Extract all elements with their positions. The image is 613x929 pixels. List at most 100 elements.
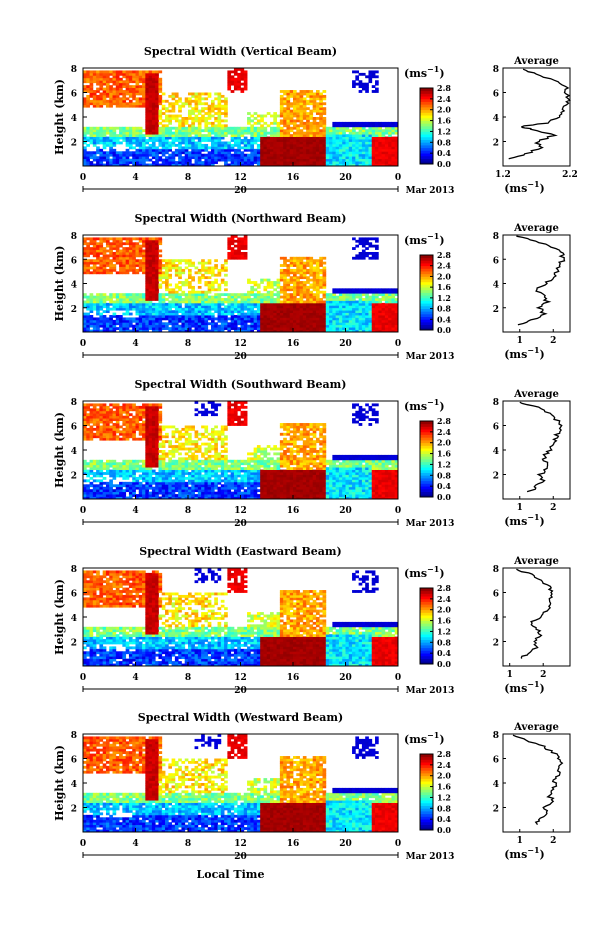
heatmap-cell xyxy=(158,312,163,316)
heatmap-cell xyxy=(375,324,379,328)
heatmap-cell xyxy=(381,305,386,309)
heatmap-cell xyxy=(109,102,113,106)
heatmap-cell xyxy=(325,312,330,316)
heatmap-cell xyxy=(168,302,172,306)
heatmap-cell xyxy=(89,237,94,241)
heatmap-cell xyxy=(83,146,87,150)
heatmap-cell xyxy=(306,146,310,150)
heatmap-cell xyxy=(371,151,376,155)
heatmap-cell xyxy=(138,72,143,76)
heatmap-cell xyxy=(368,129,373,133)
heatmap-cell xyxy=(309,143,314,147)
heatmap-cell xyxy=(289,327,294,330)
heatmap-cell xyxy=(309,124,314,128)
heatmap-cell xyxy=(263,307,268,311)
heatmap-cell xyxy=(273,319,277,323)
heatmap-cell xyxy=(151,136,156,140)
heatmap-cell xyxy=(283,143,287,147)
heatmap-cell xyxy=(250,324,255,328)
heatmap-cell xyxy=(86,271,90,275)
heatmap-cell xyxy=(99,97,104,101)
heatmap-cell xyxy=(138,148,143,152)
heatmap-cell xyxy=(348,153,353,157)
heatmap-cell xyxy=(83,134,87,137)
heatmap-cell xyxy=(122,72,127,76)
heatmap-cell xyxy=(178,317,182,321)
heatmap-cell xyxy=(148,97,153,101)
heatmap-cell xyxy=(168,300,172,304)
heatmap-cell xyxy=(302,131,307,135)
heatmap-cell xyxy=(279,126,284,130)
heatmap-cell xyxy=(105,126,110,130)
heatmap-cell xyxy=(276,126,281,130)
heatmap-cell xyxy=(299,124,304,128)
heatmap-cell xyxy=(306,121,310,125)
heatmap-cell xyxy=(342,324,346,328)
heatmap-cell xyxy=(266,283,271,287)
heatmap-cell xyxy=(207,276,212,280)
heatmap-cell xyxy=(112,484,117,488)
heatmap-cell xyxy=(315,317,320,321)
heatmap-cell xyxy=(293,104,297,108)
heatmap-cell xyxy=(394,153,399,157)
heatmap-cell xyxy=(86,80,90,84)
heatmap-cell xyxy=(371,121,376,125)
heatmap-cell xyxy=(109,403,113,407)
heatmap-cell xyxy=(361,148,366,152)
heatmap-cell xyxy=(201,312,205,316)
heatmap-cell xyxy=(306,161,310,164)
heatmap-cell xyxy=(105,77,110,81)
heatmap-cell xyxy=(99,242,104,246)
heatmap-cell xyxy=(345,329,350,333)
heatmap-cell xyxy=(335,146,340,150)
heatmap-cell xyxy=(388,121,392,125)
heatmap-cell xyxy=(375,163,379,167)
colorbar-tick-label: 0.0 xyxy=(437,159,451,169)
heatmap-cell xyxy=(358,298,363,301)
heatmap-cell xyxy=(148,276,153,280)
heatmap-cell xyxy=(128,329,133,333)
heatmap-cell xyxy=(128,242,133,246)
heatmap-cell xyxy=(355,143,360,147)
heatmap-cell xyxy=(86,486,90,490)
heatmap-cell xyxy=(99,295,104,299)
heatmap-cell xyxy=(342,124,346,128)
heatmap-cell xyxy=(352,124,356,128)
heatmap-cell xyxy=(309,97,314,101)
heatmap-cell xyxy=(240,153,245,157)
heatmap-cell xyxy=(86,494,90,497)
heatmap-cell xyxy=(371,163,376,167)
heatmap-cell xyxy=(112,151,117,155)
heatmap-cell xyxy=(112,327,117,330)
heatmap-cell xyxy=(109,249,113,253)
heatmap-cell xyxy=(151,87,156,91)
heatmap-cell xyxy=(184,305,189,309)
heatmap-cell xyxy=(391,310,396,313)
heatmap-cell xyxy=(115,259,120,263)
heatmap-cell xyxy=(181,315,186,318)
heatmap-cell xyxy=(270,148,274,152)
heatmap-cell xyxy=(174,259,179,263)
heatmap-cell xyxy=(312,312,317,316)
heatmap-cell xyxy=(174,322,179,326)
heatmap-cell xyxy=(210,148,215,152)
heatmap-cell xyxy=(312,319,317,323)
heatmap-cell xyxy=(299,276,304,280)
heatmap-cell xyxy=(276,319,281,323)
heatmap-cell xyxy=(92,129,97,133)
heatmap-cell xyxy=(358,322,363,326)
heatmap-cell xyxy=(381,290,386,294)
heatmap-cell xyxy=(89,249,94,253)
heatmap-cell xyxy=(122,295,127,299)
heatmap-cell xyxy=(112,264,117,267)
heatmap-cell xyxy=(391,163,396,167)
heatmap-cell xyxy=(122,319,127,323)
heatmap-cell xyxy=(283,156,287,160)
heatmap-cell xyxy=(155,256,159,260)
heatmap-cell xyxy=(355,293,360,297)
heatmap-cell xyxy=(368,290,373,294)
heatmap-cell xyxy=(174,302,179,306)
heatmap-cell xyxy=(286,310,291,313)
heatmap-cell xyxy=(125,319,130,323)
heatmap-cell xyxy=(289,109,294,113)
